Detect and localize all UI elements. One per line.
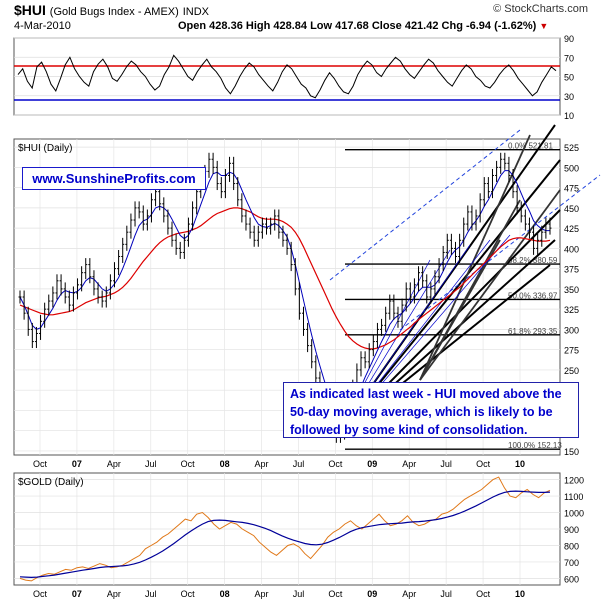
hui-tick-label: 375 — [564, 265, 579, 275]
channel-line-upper — [329, 129, 521, 281]
chg-marker: ▼ — [539, 21, 549, 31]
hui-tick-label: 350 — [564, 285, 579, 295]
hui-tick-label: 150 — [564, 447, 579, 457]
gold-grid — [14, 473, 560, 585]
gold-x-label: 08 — [220, 589, 230, 599]
hui-x-label: 10 — [515, 459, 525, 469]
index-name: (Gold Bugs Index - AMEX) — [49, 6, 179, 18]
hui-x-label: Jul — [293, 459, 305, 469]
hui-ma-slow-line — [19, 207, 551, 350]
website-label[interactable]: www.SunshineProfits.com — [22, 167, 206, 190]
symbol: $HUI — [14, 2, 46, 18]
chart-date: 4-Mar-2010 — [14, 20, 71, 32]
rsi-tick-label: 30 — [564, 92, 574, 102]
rsi-tick-label: 90 — [564, 34, 574, 44]
hui-x-tick-labels: Oct 07 Apr Jul Oct 08 Apr Jul Oct 09 Apr Jul Oct 10 — [33, 459, 525, 469]
hui-x-label: Apr — [255, 459, 269, 469]
annotation-box: As indicated last week - HUI moved above… — [283, 382, 579, 438]
hui-x-label: Oct — [181, 459, 196, 469]
gold-x-label: Jul — [293, 589, 305, 599]
rsi-panel: 10 30 50 70 90 — [13, 34, 574, 121]
gold-x-label: 10 — [515, 589, 525, 599]
quote-values: Open 428.36 High 428.84 Low 417.68 Close… — [178, 20, 537, 32]
gold-x-label: Apr — [402, 589, 416, 599]
gold-tick-label: 900 — [564, 525, 579, 535]
hui-tick-label: 300 — [564, 325, 579, 335]
hui-tick-label: 250 — [564, 366, 579, 376]
hui-x-label: Oct — [476, 459, 491, 469]
gold-x-label: Oct — [181, 589, 196, 599]
hui-panel: 1501752002252502753003253503754004254504… — [13, 124, 601, 457]
gold-x-label: Apr — [255, 589, 269, 599]
gold-x-label: Oct — [33, 589, 48, 599]
fan-line-upper — [419, 189, 561, 381]
hui-x-label: Apr — [402, 459, 416, 469]
rsi-grid — [14, 37, 560, 116]
hui-tick-label: 325 — [564, 305, 579, 315]
gold-tick-label: 700 — [564, 558, 579, 568]
gold-x-label: Apr — [107, 589, 121, 599]
hui-ma-fast-line — [19, 170, 550, 424]
quote-line: Open 428.36 High 428.84 Low 417.68 Close… — [178, 20, 548, 32]
hui-x-label: 08 — [220, 459, 230, 469]
hui-tick-label: 525 — [564, 143, 579, 153]
gold-tick-label: 600 — [564, 574, 579, 584]
gold-x-label: Jul — [145, 589, 157, 599]
gold-panel-title: $GOLD (Daily) — [18, 477, 84, 488]
gold-x-label: Oct — [476, 589, 491, 599]
gold-x-tick-labels: Oct 07 Apr Jul Oct 08 Apr Jul Oct 09 Apr Jul Oct 10 — [33, 589, 525, 599]
fib-label: 100.0% 152.13 — [508, 441, 562, 450]
gold-panel: 600 700 800 900 1000 1100 1200 $GOLD (Daily) — [13, 472, 584, 586]
hui-x-label: Apr — [107, 459, 121, 469]
rsi-tick-labels: 10 30 50 70 90 — [564, 34, 574, 121]
gold-tick-labels: 600 700 800 900 1000 1100 1200 — [564, 476, 584, 585]
hui-tick-label: 450 — [564, 204, 579, 214]
hui-tick-label: 425 — [564, 224, 579, 234]
rsi-tick-label: 70 — [564, 53, 574, 63]
fib-label: 50.0% 336.97 — [508, 291, 558, 300]
fib-label: 0.0% 521.81 — [508, 142, 553, 151]
rsi-tick-label: 10 — [564, 111, 574, 121]
exchange: INDX — [182, 6, 209, 18]
watermark: © StockCharts.com — [493, 3, 588, 15]
hui-x-label: Jul — [440, 459, 452, 469]
hui-x-label: 07 — [72, 459, 82, 469]
gold-x-label: Oct — [328, 589, 343, 599]
hui-x-label: 09 — [367, 459, 377, 469]
hui-tick-label: 400 — [564, 244, 579, 254]
fib-label: 61.8% 293.35 — [508, 327, 558, 336]
gold-tick-label: 1000 — [564, 509, 584, 519]
hui-tick-label: 275 — [564, 346, 579, 356]
hui-tick-label: 500 — [564, 163, 579, 173]
gold-x-label: Jul — [440, 589, 452, 599]
gold-ma-line — [19, 490, 551, 579]
rsi-series-line — [17, 54, 557, 99]
hui-x-label: Oct — [33, 459, 48, 469]
hui-panel-title: $HUI (Daily) — [18, 143, 72, 154]
hui-x-label: Jul — [145, 459, 157, 469]
gold-tick-label: 1200 — [564, 476, 584, 486]
gold-tick-label: 1100 — [564, 492, 583, 502]
fan-line-upper — [419, 239, 501, 381]
gold-x-label: 09 — [367, 589, 377, 599]
rsi-tick-label: 50 — [564, 73, 574, 83]
hui-tick-label: 475 — [564, 184, 579, 194]
hui-x-label: Oct — [328, 459, 343, 469]
gold-x-label: 07 — [72, 589, 82, 599]
chart-header-title: $HUI (Gold Bugs Index - AMEX) INDX — [14, 2, 209, 18]
gold-tick-label: 800 — [564, 541, 579, 551]
channel-line-lower — [399, 174, 601, 331]
